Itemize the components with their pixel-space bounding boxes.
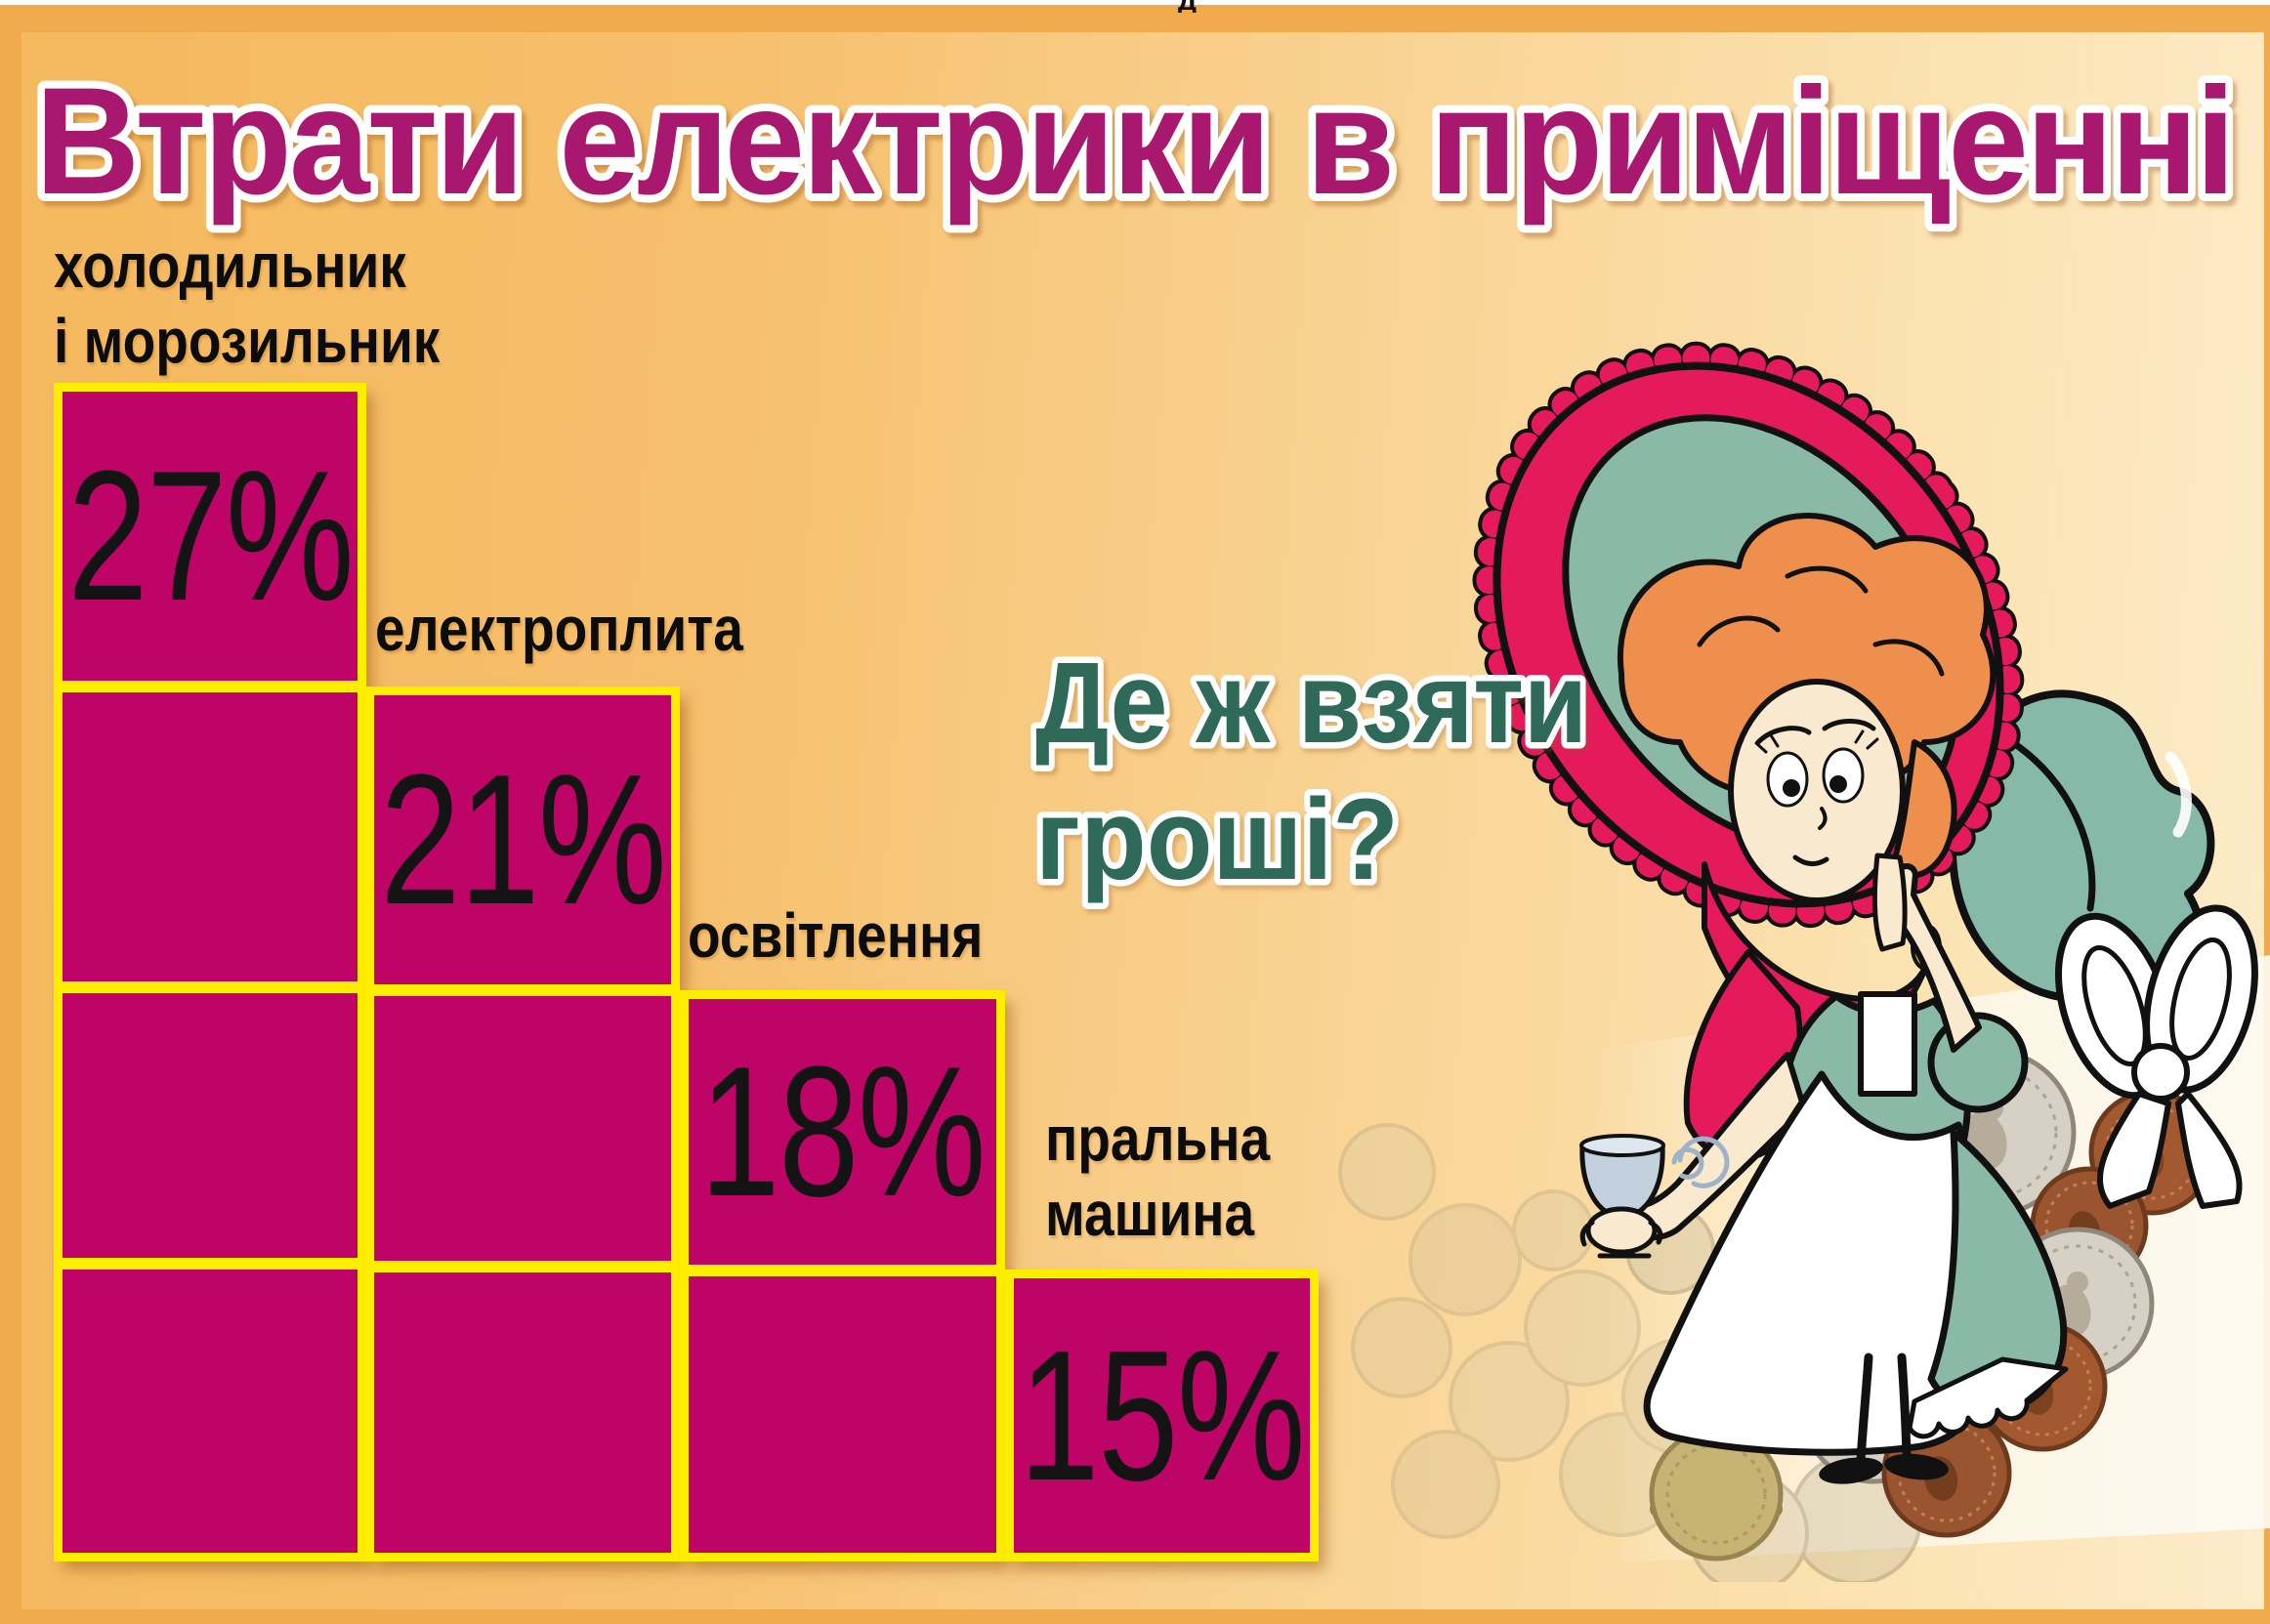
bar-block	[689, 1276, 996, 1553]
bar-label-line: машина	[1045, 1178, 1255, 1249]
bar-column-fridge: 27%	[54, 383, 366, 1562]
orange-hair	[1617, 513, 1997, 879]
bar-block: 21%	[374, 695, 671, 984]
shoe	[1819, 1457, 1883, 1484]
bar-block	[63, 993, 357, 1258]
face	[1728, 679, 1906, 903]
page-title: Втрати електрики в приміщенні	[27, 49, 2244, 234]
bar-label-stove: електроплита	[375, 592, 743, 667]
apron-bib	[1858, 991, 1917, 1097]
white-apron-bow	[2054, 904, 2258, 1209]
eye	[1822, 747, 1865, 804]
coin-gold-stack	[1649, 1427, 1784, 1562]
bar-column-lighting: 18%	[680, 990, 1005, 1562]
bar-block	[374, 1272, 671, 1553]
bar-column-washer: 15%	[1005, 1270, 1319, 1562]
bar-block	[63, 1270, 357, 1553]
bar-label-fridge: холодильник і морозильник	[54, 229, 440, 379]
bar-label-line: і морозильник	[54, 305, 441, 376]
nose	[1818, 807, 1828, 830]
eyebrows	[1755, 719, 1876, 745]
bar-value-label: 15%	[1019, 1312, 1307, 1520]
bar-label-line: пральна	[1045, 1103, 1271, 1174]
bar-value-label: 18%	[699, 1028, 988, 1235]
eye	[1766, 751, 1809, 808]
bar-column-stove: 21%	[365, 687, 680, 1562]
page-title-text: Втрати електрики в приміщенні	[35, 57, 2233, 227]
bar-block: 18%	[689, 999, 996, 1265]
petticoat-trim	[1907, 1356, 2069, 1439]
bar-value-label: 21%	[380, 736, 667, 943]
shh-finger	[1871, 853, 1908, 952]
bar-label-line: холодильник	[54, 230, 406, 301]
bar-block	[374, 996, 671, 1261]
bar-label-washer: пральна машина	[1045, 1102, 1270, 1252]
hand	[1579, 1206, 1663, 1255]
bar-label-lighting: освітлення	[688, 898, 983, 974]
cutoff-letter-fragment: д	[1178, 0, 1211, 13]
smile	[1792, 854, 1829, 866]
bar-label-line: освітлення	[688, 900, 984, 971]
bar-block: 15%	[1014, 1278, 1310, 1553]
question-line-1: Де ж взяти	[1035, 639, 1587, 768]
question-line-2: гроші?	[1035, 775, 1399, 904]
question-text: Де ж взяти гроші?	[1030, 633, 1594, 911]
bar-label-line: електроплита	[375, 594, 743, 664]
top-edge-strip	[0, 0, 2270, 5]
bar-block	[63, 692, 357, 981]
bar-block: 27%	[63, 392, 357, 681]
shoe	[1884, 1453, 1949, 1480]
girl-illustration	[1472, 341, 2258, 1484]
bar-value-label: 27%	[67, 433, 355, 640]
legs	[1856, 1353, 1912, 1465]
steam-swirl	[1671, 1136, 1730, 1188]
girl-and-coins-illustration	[1338, 341, 2270, 1582]
